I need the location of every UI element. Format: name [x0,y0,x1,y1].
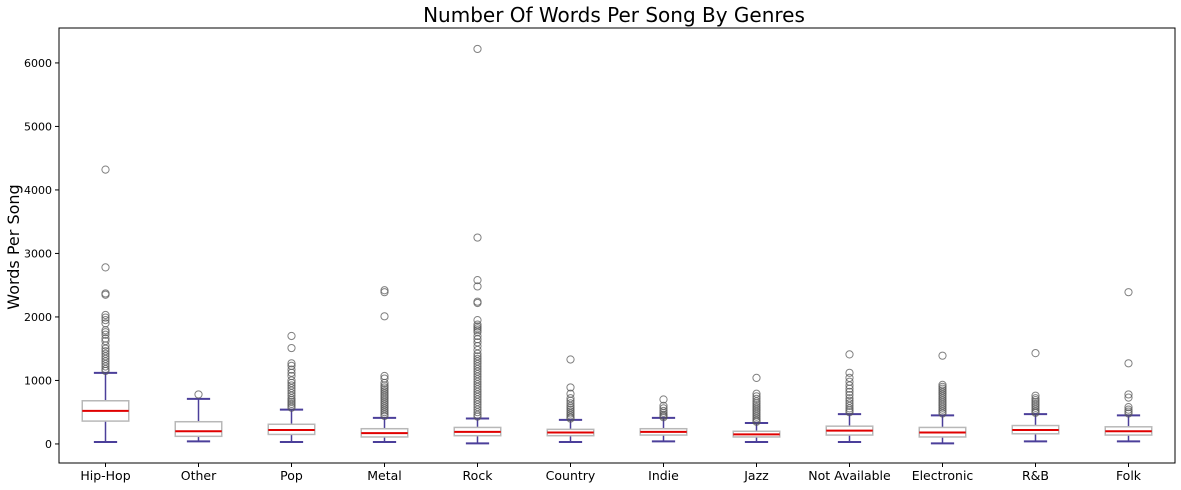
chart-title: Number Of Words Per Song By Genres [423,3,805,27]
outlier-point [101,362,110,371]
outlier-point [101,366,110,376]
outlier-point [473,408,482,417]
outlier-point [1031,408,1040,417]
outlier-point [380,378,389,388]
outlier-point [194,390,203,399]
outlier-point [566,355,575,364]
outlier-point [287,403,296,412]
outlier-point [101,290,110,299]
outlier-point [1124,393,1133,402]
outlier-point [752,417,761,426]
outlier-point [473,412,482,421]
outlier-point [845,384,854,393]
outlier-point [473,331,482,341]
outlier-point [101,341,110,350]
outlier-point [566,383,575,392]
outlier-point [380,312,389,321]
outlier-point [380,288,389,297]
x-tick-label: Other [181,468,217,483]
outlier-point [101,313,110,322]
outlier-point [473,282,482,291]
outlier-point [1124,390,1133,399]
outlier-point [287,365,296,374]
y-axis-label: Words Per Song [4,184,23,309]
plot-area: 0 1000 2000 3000 4000 5000 6000 Hip-Hop Other Pop… [24,27,1176,483]
x-tick-label: Country [546,468,596,483]
y-tick-label: 0 [45,438,52,451]
x-tick-label: Not Available [808,468,891,483]
outlier-point [287,331,296,341]
outlier-point [101,165,110,174]
outlier-point [938,409,947,418]
outlier-point [473,345,482,355]
outlier-point [845,387,854,396]
box-iqr [174,420,223,438]
outlier-point [473,298,482,308]
outlier-point [845,408,854,417]
outlier-point [473,316,482,325]
outlier-point [473,233,482,242]
outlier-point [938,351,947,360]
x-tick-label: Hip-Hop [80,468,130,483]
x-tick-label: Pop [280,468,303,483]
outlier-point [845,381,854,390]
x-tick-label: Metal [367,468,402,483]
x-tick-label: Jazz [743,468,769,483]
outlier-point [845,368,854,377]
outlier-point [752,394,761,403]
y-tick-label: 3000 [24,247,52,260]
outlier-point [845,390,854,400]
outlier-point [1124,288,1133,297]
outlier-point [101,330,110,339]
outlier-point [287,391,296,400]
y-tick-label: 6000 [24,57,52,70]
outlier-point [473,276,482,285]
outlier-point [659,395,668,404]
outlier-point [566,414,575,423]
x-tick-label: Folk [1116,468,1142,483]
outlier-point [101,310,110,320]
y-tick-label: 2000 [24,311,52,324]
outlier-point [1124,409,1133,418]
x-tick-label: Electronic [912,468,974,483]
outlier-point [1124,403,1133,412]
outlier-point [752,373,761,383]
outlier-point [845,401,854,410]
outlier-point [101,328,110,337]
outlier-point [566,399,575,408]
outlier-point [287,359,296,368]
outlier-point [101,316,110,325]
outlier-point [845,350,854,359]
outlier-point [287,343,296,353]
plot-frame [58,27,1176,464]
outlier-point [101,263,110,272]
y-tick-label: 4000 [24,184,52,197]
outlier-point [1124,359,1133,368]
outlier-point [659,413,668,422]
x-tick-label: R&B [1022,468,1049,483]
y-tick-label: 1000 [24,374,52,387]
y-tick-label: 5000 [24,120,52,133]
x-tick-label: Indie [648,468,679,483]
outlier-point [1031,349,1040,358]
outlier-point [1031,391,1040,400]
x-tick-label: Rock [463,468,494,483]
outlier-point [380,411,389,421]
outlier-point [473,44,482,54]
